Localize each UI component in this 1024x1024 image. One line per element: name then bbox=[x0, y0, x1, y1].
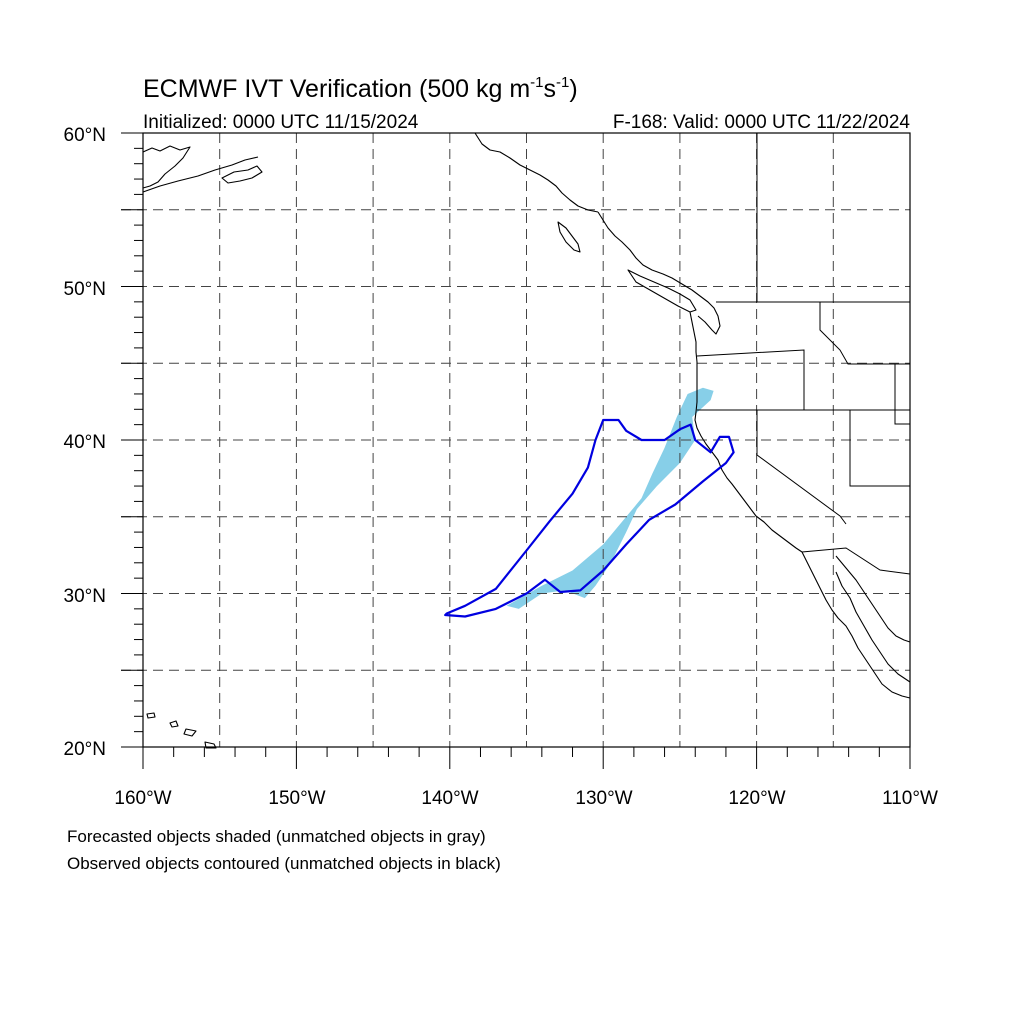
coastline-baja bbox=[801, 551, 911, 699]
forecast-ivt-object bbox=[506, 387, 714, 609]
gridlines bbox=[121, 133, 910, 747]
lat-label-20n: 20°N bbox=[64, 739, 106, 760]
lon-label-130w: 130°W bbox=[575, 788, 632, 809]
lat-label-50n: 50°N bbox=[64, 279, 106, 300]
observed-object-contour bbox=[444, 418, 735, 618]
lon-label-120w: 120°W bbox=[728, 788, 785, 809]
border-nv-az bbox=[849, 410, 910, 487]
coastline-alaska bbox=[142, 145, 191, 189]
border-us-mexico bbox=[801, 547, 911, 575]
forecast-object-shading bbox=[506, 387, 714, 609]
political-borders bbox=[696, 133, 911, 575]
lon-label-110w: 110°W bbox=[882, 788, 938, 809]
latitude-labels: 60°N 50°N 40°N 30°N 20°N bbox=[64, 125, 106, 760]
coastline-hawaii-3 bbox=[183, 728, 197, 737]
minor-ticks bbox=[121, 132, 911, 769]
observed-ivt-object bbox=[444, 418, 735, 618]
observed-legend-note: Observed objects contoured (unmatched ob… bbox=[67, 854, 501, 873]
coastline-hawaii-4 bbox=[204, 741, 217, 749]
coastline-hawaii-2 bbox=[169, 720, 179, 728]
forecast-legend-note: Forecasted objects shaded (unmatched obj… bbox=[67, 827, 486, 846]
lon-label-140w: 140°W bbox=[421, 788, 478, 809]
map-panel bbox=[121, 132, 911, 769]
coastline-hawaii-1 bbox=[146, 712, 156, 719]
border-wa-or bbox=[696, 349, 805, 410]
coastlines bbox=[142, 132, 911, 749]
coastline-gulf-california bbox=[835, 555, 911, 643]
coastline-vancouver-island bbox=[627, 269, 697, 313]
lon-label-160w: 160°W bbox=[114, 788, 171, 809]
longitude-labels: 160°W 150°W 140°W 130°W 120°W 110°W bbox=[114, 788, 938, 809]
border-ca-nv bbox=[756, 410, 847, 525]
initialized-label: Initialized: 0000 UTC 11/15/2024 bbox=[143, 112, 419, 133]
coastline-alaska-peninsula bbox=[142, 156, 259, 193]
valid-label: F-168: Valid: 0000 UTC 11/22/2024 bbox=[613, 112, 911, 133]
lat-label-60n: 60°N bbox=[64, 125, 106, 146]
lon-label-150w: 150°W bbox=[268, 788, 325, 809]
coastline-us-west bbox=[689, 311, 803, 553]
border-wy bbox=[894, 364, 910, 425]
lat-label-30n: 30°N bbox=[64, 586, 106, 607]
coastline-kodiak bbox=[221, 165, 263, 184]
lat-label-40n: 40°N bbox=[64, 432, 106, 453]
coastline-haida-gwaii bbox=[557, 221, 581, 253]
figure-title: ECMWF IVT Verification (500 kg m-1s-1) bbox=[143, 74, 578, 103]
coastline-se-alaska bbox=[474, 132, 599, 213]
coastline-gulf-california-west bbox=[835, 571, 911, 683]
coastline-bc bbox=[597, 211, 721, 335]
border-id-mt bbox=[819, 302, 910, 365]
